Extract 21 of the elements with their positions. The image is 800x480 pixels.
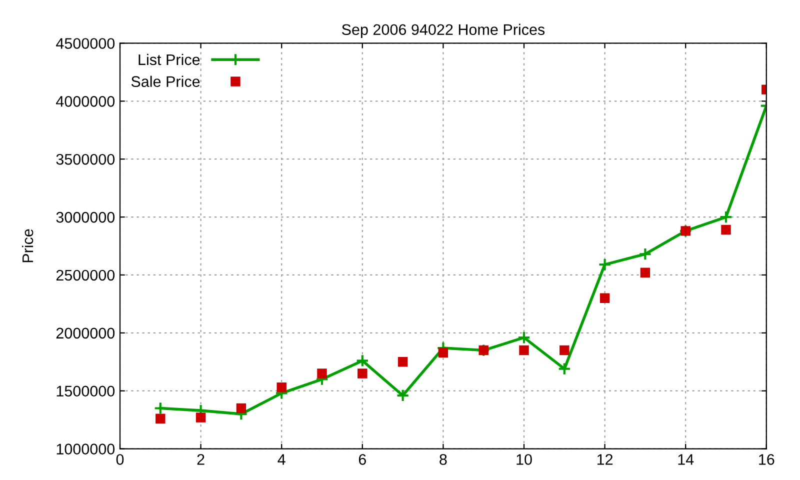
y-tick-label: 4000000 <box>56 96 115 107</box>
y-tick-label: 3500000 <box>56 154 115 165</box>
chart-title: Sep 2006 94022 Home Prices <box>342 24 545 38</box>
y-axis-title: Price <box>22 229 34 262</box>
x-tick-label: 0 <box>116 454 124 465</box>
y-tick-label: 1500000 <box>56 386 115 397</box>
y-tick-label: 2000000 <box>56 328 115 339</box>
x-tick-label: 14 <box>678 454 694 465</box>
y-tick-label: 1000000 <box>56 444 115 454</box>
x-tick-label: 16 <box>759 454 774 465</box>
x-tick-label: 6 <box>358 454 366 465</box>
x-tick-label: 12 <box>597 454 613 465</box>
x-tick-label: 8 <box>440 454 447 465</box>
y-tick-label: 3000000 <box>56 212 115 223</box>
y-tick-label: 4500000 <box>56 38 115 49</box>
x-tick-label: 2 <box>197 454 204 465</box>
y-tick-label: 2500000 <box>56 270 115 281</box>
x-tick-label: 10 <box>516 454 532 465</box>
x-tick-label: 4 <box>278 454 286 465</box>
legend-label: Sale Price <box>131 76 200 87</box>
legend-label: List Price <box>138 54 200 66</box>
